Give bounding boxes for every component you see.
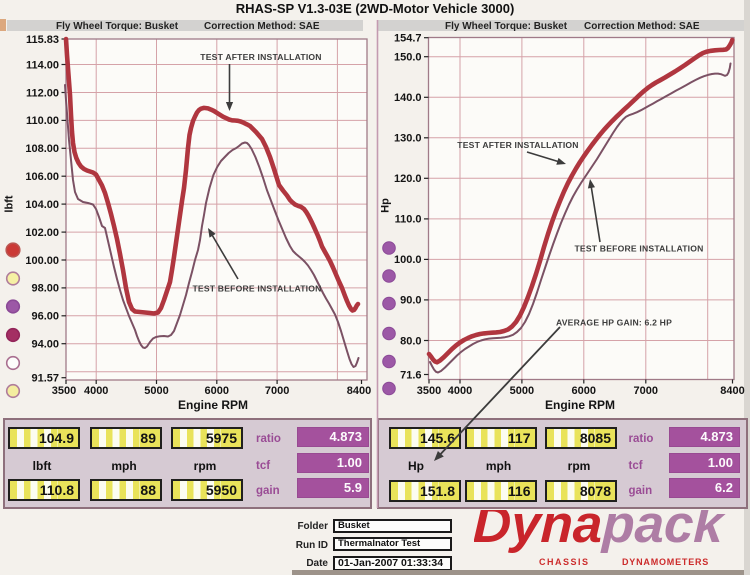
svg-text:94.00: 94.00 — [31, 339, 59, 351]
svg-text:3500: 3500 — [52, 385, 76, 397]
svg-text:4000: 4000 — [448, 385, 472, 397]
svg-text:Engine RPM: Engine RPM — [178, 398, 248, 412]
svg-text:TEST BEFORE INSTALLATION: TEST BEFORE INSTALLATION — [574, 244, 703, 254]
svg-text:8400: 8400 — [347, 385, 371, 397]
svg-text:4000: 4000 — [84, 385, 108, 397]
svg-text:150.0: 150.0 — [394, 52, 422, 64]
svg-text:3500: 3500 — [417, 385, 441, 397]
svg-text:120.0: 120.0 — [394, 173, 422, 185]
svg-text:TEST BEFORE INSTALLATION: TEST BEFORE INSTALLATION — [192, 284, 321, 294]
svg-text:102.00: 102.00 — [25, 227, 59, 239]
svg-text:110.00: 110.00 — [26, 115, 59, 127]
svg-text:96.00: 96.00 — [31, 311, 59, 323]
svg-text:80.0: 80.0 — [400, 335, 421, 347]
svg-text:6000: 6000 — [205, 385, 229, 397]
svg-text:5000: 5000 — [510, 385, 534, 397]
svg-text:TEST AFTER INSTALLATION: TEST AFTER INSTALLATION — [457, 140, 578, 150]
svg-text:91.57: 91.57 — [31, 373, 59, 385]
svg-text:AVERAGE HP GAIN: 6.2 HP: AVERAGE HP GAIN: 6.2 HP — [556, 318, 672, 328]
svg-text:114.00: 114.00 — [26, 59, 59, 71]
svg-text:100.0: 100.0 — [394, 254, 422, 266]
svg-text:5000: 5000 — [144, 385, 168, 397]
svg-text:lbft: lbft — [4, 195, 16, 212]
svg-text:7000: 7000 — [634, 385, 658, 397]
svg-text:7000: 7000 — [265, 385, 289, 397]
svg-text:6000: 6000 — [572, 385, 596, 397]
svg-text:104.00: 104.00 — [25, 199, 59, 211]
svg-text:140.0: 140.0 — [394, 92, 422, 104]
svg-text:115.83: 115.83 — [26, 34, 59, 46]
svg-text:100.00: 100.00 — [25, 255, 59, 267]
svg-text:71.6: 71.6 — [400, 369, 421, 381]
svg-text:TEST AFTER INSTALLATION: TEST AFTER INSTALLATION — [200, 52, 321, 62]
svg-text:112.00: 112.00 — [26, 87, 59, 99]
svg-text:154.7: 154.7 — [394, 33, 422, 45]
svg-text:Hp: Hp — [380, 198, 392, 213]
svg-text:8400: 8400 — [720, 385, 744, 397]
svg-text:90.0: 90.0 — [400, 295, 421, 307]
svg-text:Engine RPM: Engine RPM — [545, 398, 615, 412]
svg-text:130.0: 130.0 — [394, 133, 422, 145]
svg-text:108.00: 108.00 — [25, 143, 59, 155]
svg-text:106.00: 106.00 — [25, 171, 59, 183]
svg-text:110.0: 110.0 — [395, 214, 422, 226]
svg-text:98.00: 98.00 — [31, 283, 59, 295]
